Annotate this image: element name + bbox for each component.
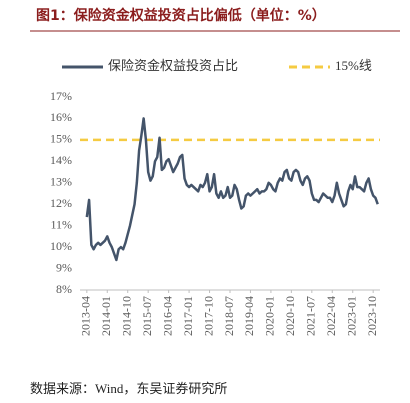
x-tick-label: 2019-04: [242, 296, 256, 336]
x-tick-label: 2023-10: [365, 296, 379, 336]
x-tick-label: 2016-04: [160, 296, 174, 336]
y-tick-label: 17%: [50, 89, 72, 103]
x-tick-label: 2014-10: [119, 296, 133, 336]
x-tick-label: 2023-01: [344, 296, 358, 336]
y-tick-label: 13%: [50, 175, 72, 189]
x-tick-label: 2020-01: [263, 296, 277, 336]
y-tick-label: 11%: [50, 217, 72, 231]
y-tick-label: 9%: [56, 260, 72, 274]
legend-label: 15%线: [335, 58, 372, 73]
x-tick-label: 2017-01: [181, 296, 195, 336]
x-tick-label: 2018-07: [222, 296, 236, 336]
chart-title: 图1：保险资金权益投资占比偏低（单位：%）: [36, 7, 326, 24]
x-tick-label: 2015-07: [140, 296, 154, 336]
x-tick-label: 2022-04: [324, 296, 338, 336]
x-tick-label: 2014-01: [99, 296, 113, 336]
y-tick-label: 15%: [50, 132, 72, 146]
x-tick-label: 2021-07: [304, 296, 318, 336]
y-tick-label: 14%: [50, 153, 72, 167]
y-tick-label: 12%: [50, 196, 72, 210]
data-line: [85, 117, 379, 262]
x-tick-label: 2013-04: [79, 296, 93, 336]
y-tick-label: 8%: [56, 282, 72, 296]
x-tick-label: 2017-10: [201, 296, 215, 336]
y-tick-label: 16%: [50, 110, 72, 124]
x-tick-label: 2020-10: [283, 296, 297, 336]
y-tick-label: 10%: [50, 239, 72, 253]
source-note: 数据来源：Wind，东吴证券研究所: [30, 381, 227, 396]
legend-label: 保险资金权益投资占比: [108, 58, 238, 73]
